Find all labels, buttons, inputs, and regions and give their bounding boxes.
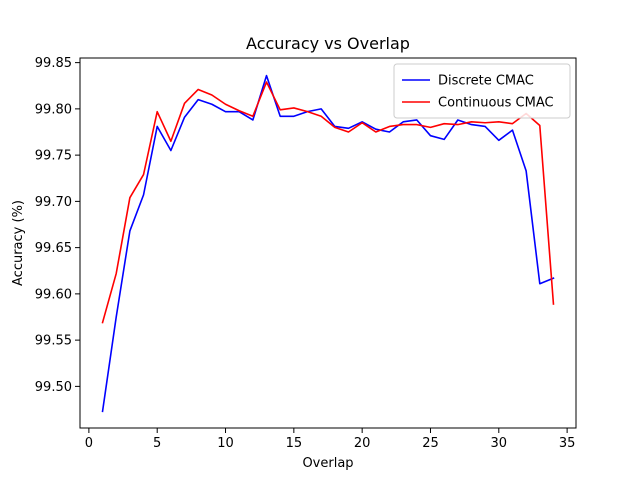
x-axis-label: Overlap bbox=[302, 456, 353, 471]
x-tick-label: 10 bbox=[217, 436, 234, 451]
series-line-discrete-cmac bbox=[101, 74, 555, 413]
x-tick-label: 20 bbox=[354, 436, 371, 451]
y-tick-label: 99.70 bbox=[35, 195, 72, 210]
y-tick-label: 99.60 bbox=[35, 287, 72, 302]
x-tick-label: 5 bbox=[153, 436, 161, 451]
y-axis-label: Accuracy (%) bbox=[11, 200, 26, 286]
legend-label-continuous-cmac: Continuous CMAC bbox=[438, 96, 554, 111]
y-tick-label: 99.55 bbox=[35, 334, 72, 349]
x-tick-label: 35 bbox=[559, 436, 576, 451]
x-tick-label: 30 bbox=[491, 436, 508, 451]
legend-label-discrete-cmac: Discrete CMAC bbox=[438, 74, 534, 89]
y-tick-label: 99.75 bbox=[35, 149, 72, 164]
plot-area bbox=[80, 58, 576, 428]
y-tick-label: 99.50 bbox=[35, 380, 72, 395]
legend-box bbox=[393, 63, 571, 119]
x-tick-label: 0 bbox=[85, 436, 93, 451]
legend: Discrete CMAC Continuous CMAC bbox=[393, 63, 571, 119]
series-line-continuous-cmac bbox=[101, 81, 555, 324]
y-tick-label: 99.65 bbox=[35, 241, 72, 256]
y-tick-label: 99.85 bbox=[35, 56, 72, 71]
y-tick-label: 99.80 bbox=[35, 102, 72, 117]
chart-title: Accuracy vs Overlap bbox=[246, 34, 410, 53]
x-tick-label: 25 bbox=[422, 436, 439, 451]
plot-frame bbox=[79, 57, 577, 429]
x-tick-label: 15 bbox=[286, 436, 303, 451]
